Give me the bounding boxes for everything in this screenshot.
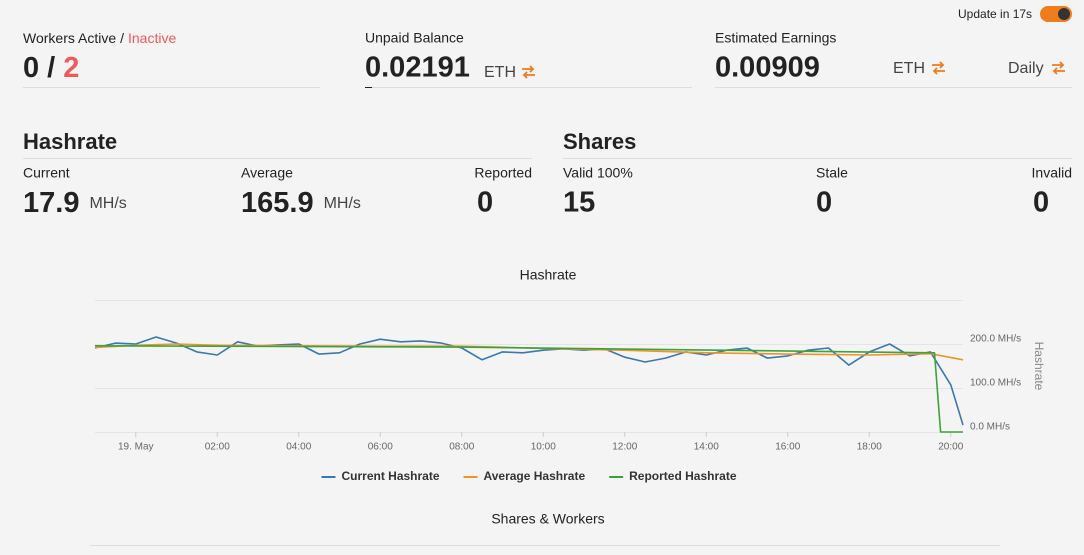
chart-title: Hashrate: [520, 267, 577, 283]
swap-icon[interactable]: [522, 65, 535, 79]
average-unit: MH/s: [324, 195, 361, 212]
y-tick-label: 0.0 MH/s: [970, 422, 1010, 433]
y-tick-label: 100.0 MH/s: [970, 378, 1021, 389]
toggle-knob[interactable]: [1058, 8, 1070, 20]
average-value: 165.9 MH/s: [241, 187, 361, 219]
x-tick-label: 18:00: [857, 442, 882, 453]
update-label: Update in 17s: [958, 7, 1032, 21]
reported-label: Reported: [474, 165, 532, 181]
x-tick-label: 20:00: [938, 442, 963, 453]
stale-value: 0: [816, 187, 832, 219]
invalid-value: 0: [1033, 187, 1049, 219]
estimated-label: Estimated Earnings: [715, 30, 836, 46]
current-label: Current: [23, 165, 70, 181]
y-axis-title: Hashrate: [1032, 342, 1046, 391]
x-tick-label: 06:00: [368, 442, 393, 453]
valid-value: 15: [563, 187, 595, 219]
workers-label: Workers Active / Inactive: [23, 30, 176, 46]
current-unit: MH/s: [89, 195, 126, 212]
average-number: 165.9: [241, 187, 314, 219]
estimated-value: 0.00909: [715, 52, 820, 84]
legend: Current Hashrate Average Hashrate Reported…: [321, 469, 737, 483]
workers-inactive-label: Inactive: [128, 30, 176, 46]
update-toggle[interactable]: [1040, 6, 1072, 22]
unpaid-label: Unpaid Balance: [365, 30, 464, 46]
x-tick-label: 04:00: [286, 442, 311, 453]
series-line: [94, 336, 964, 426]
invalid-label: Invalid: [1032, 165, 1072, 181]
workers-active: 0: [23, 52, 39, 84]
legend-label: Reported Hashrate: [629, 469, 737, 483]
workers-inactive: 2: [63, 52, 79, 84]
swap-icon[interactable]: [1052, 61, 1065, 75]
section-title: Shares & Workers: [491, 511, 604, 527]
unpaid-currency[interactable]: ETH: [484, 64, 516, 81]
valid-label: Valid 100%: [563, 165, 633, 181]
current-number: 17.9: [23, 187, 79, 219]
average-label: Average: [241, 165, 293, 181]
series-line: [94, 345, 963, 433]
current-value: 17.9 MH/s: [23, 187, 127, 219]
legend-label: Current Hashrate: [341, 469, 439, 483]
x-tick-label: 16:00: [775, 442, 800, 453]
x-tick-label: 14:00: [694, 442, 719, 453]
x-tick-label: 08:00: [449, 442, 474, 453]
y-tick-label: 200.0 MH/s: [970, 334, 1021, 345]
workers-active-label: Workers Active: [23, 30, 116, 46]
reported-value: 0: [477, 187, 493, 219]
shares-title: Shares: [563, 129, 636, 154]
workers-value: 0/2: [23, 52, 79, 84]
unpaid-value: 0.02191: [365, 52, 470, 84]
x-tick-label: 02:00: [205, 442, 230, 453]
estimated-period[interactable]: Daily: [1008, 60, 1044, 77]
swap-icon[interactable]: [932, 61, 945, 75]
stale-label: Stale: [816, 165, 848, 181]
estimated-currency[interactable]: ETH: [893, 60, 925, 77]
workers-separator: /: [47, 52, 55, 84]
workers-separator: /: [120, 30, 124, 46]
x-tick-label: 12:00: [612, 442, 637, 453]
legend-label: Average Hashrate: [484, 469, 586, 483]
x-tick-label: 19. May: [118, 442, 154, 453]
x-tick-label: 10:00: [531, 442, 556, 453]
hashrate-title: Hashrate: [23, 129, 117, 154]
